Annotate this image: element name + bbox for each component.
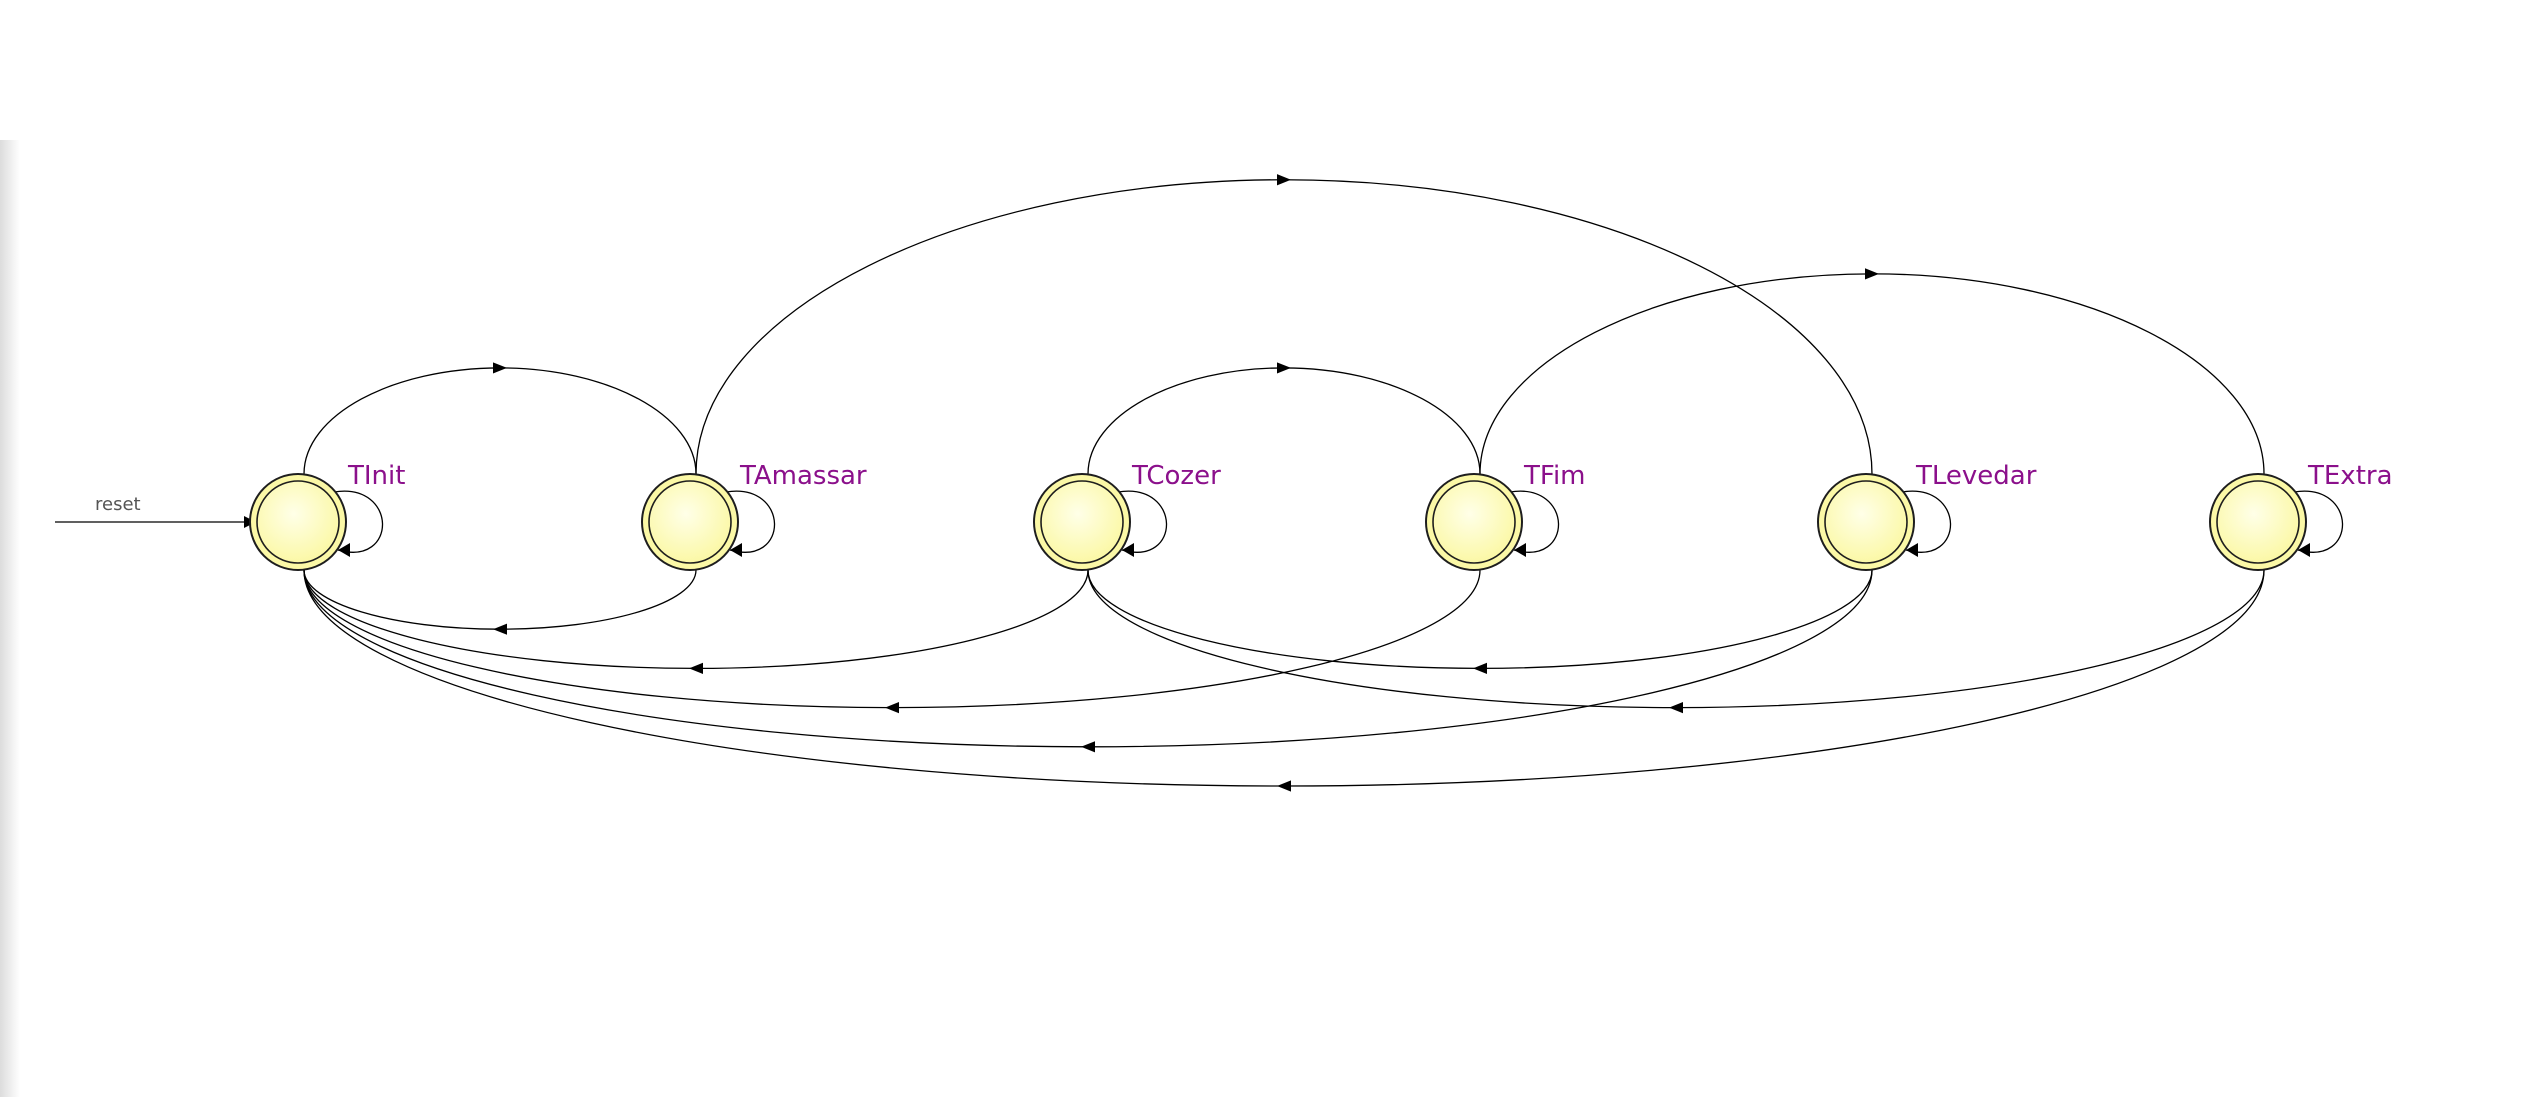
- transition-tinit-to-tinit-arrowhead: [338, 543, 350, 557]
- transition-tlevedar-to-tlevedar-arrowhead: [1906, 543, 1918, 557]
- transition-tfim-to-textra: [1479, 273, 2265, 475]
- transition-tamassar-to-tinit: [303, 569, 697, 630]
- transition-tlevedar-to-tlevedar: [1901, 490, 1952, 553]
- reset-arrow: reset: [55, 494, 256, 528]
- window-edge-shadow: [0, 140, 20, 1097]
- state-inner-ring: [1040, 480, 1124, 564]
- transition-textra-to-textra: [2293, 490, 2344, 553]
- transition-tcozer-to-tinit: [303, 569, 1089, 670]
- state-inner-ring: [2216, 480, 2300, 564]
- state-tcozer[interactable]: TCozer: [1033, 461, 1221, 571]
- transition-tamassar-to-tlevedar: [695, 179, 1873, 475]
- transition-tlevedar-to-tinit-arrowhead: [1081, 741, 1095, 753]
- transition-tcozer-to-tfim-arrowhead: [1277, 362, 1291, 374]
- transition-textra-to-tcozer-arrowhead: [1669, 702, 1683, 714]
- transition-tlevedar-to-tcozer: [1087, 569, 1873, 670]
- transition-tcozer-to-tfim: [1087, 367, 1481, 475]
- transition-tfim-to-textra-arrowhead: [1865, 268, 1879, 280]
- state-inner-ring: [1432, 480, 1516, 564]
- transition-tcozer-to-tcozer-arrowhead: [1122, 543, 1134, 557]
- transition-tamassar-to-tamassar-arrowhead: [730, 543, 742, 557]
- state-inner-ring: [256, 480, 340, 564]
- state-inner-ring: [648, 480, 732, 564]
- transition-tfim-to-tinit: [303, 569, 1481, 709]
- transition-tinit-to-tinit: [333, 490, 384, 553]
- transition-textra-to-textra-arrowhead: [2298, 543, 2310, 557]
- state-tamassar[interactable]: TAmassar: [641, 461, 867, 571]
- transition-tamassar-to-tamassar: [725, 490, 776, 553]
- state-tlevedar[interactable]: TLevedar: [1817, 461, 2037, 571]
- state-textra[interactable]: TExtra: [2209, 461, 2393, 571]
- state-label-tinit: TInit: [347, 461, 405, 491]
- state-label-tfim: TFim: [1523, 461, 1586, 491]
- transition-tlevedar-to-tcozer-arrowhead: [1473, 662, 1487, 674]
- state-label-tlevedar: TLevedar: [1915, 461, 2037, 491]
- transitions-layer: [303, 174, 2344, 792]
- transition-tfim-to-tfim-arrowhead: [1514, 543, 1526, 557]
- transition-tcozer-to-tcozer: [1117, 490, 1168, 553]
- states-layer: TInit TAmassar TCozer TFim TLevedar TExtra: [249, 461, 2393, 571]
- transition-tamassar-to-tinit-arrowhead: [493, 623, 507, 635]
- transition-tfim-to-tinit-arrowhead: [885, 702, 899, 714]
- state-tfim[interactable]: TFim: [1425, 461, 1586, 571]
- transition-textra-to-tinit: [303, 569, 2265, 787]
- reset-label: reset: [95, 494, 141, 515]
- transition-tfim-to-tfim: [1509, 490, 1560, 553]
- transition-tlevedar-to-tinit: [303, 569, 1873, 748]
- transition-tinit-to-tamassar-arrowhead: [493, 362, 507, 374]
- state-tinit[interactable]: TInit: [249, 461, 405, 571]
- transition-textra-to-tinit-arrowhead: [1277, 780, 1291, 792]
- transition-tamassar-to-tlevedar-arrowhead: [1277, 174, 1291, 186]
- state-inner-ring: [1824, 480, 1908, 564]
- state-label-tamassar: TAmassar: [739, 461, 867, 491]
- state-label-textra: TExtra: [2307, 461, 2393, 491]
- state-label-tcozer: TCozer: [1131, 461, 1221, 491]
- transition-tinit-to-tamassar: [303, 367, 697, 475]
- transition-tcozer-to-tinit-arrowhead: [689, 662, 703, 674]
